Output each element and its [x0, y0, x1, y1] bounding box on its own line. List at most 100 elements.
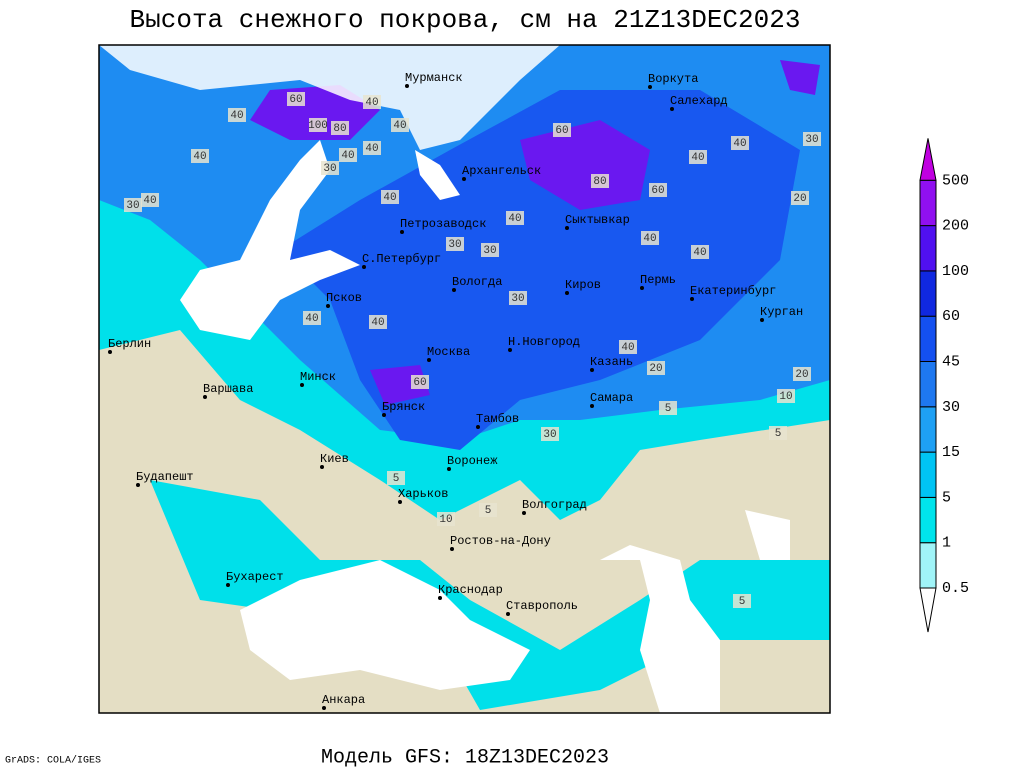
colorbar-label: 60	[942, 308, 960, 325]
city-label: Краснодар	[438, 583, 503, 597]
city-label: С.Петербург	[362, 252, 441, 266]
contour-label-box	[506, 211, 524, 225]
footer: Модель GFS: 18Z13DEC2023	[321, 746, 609, 768]
colorbar-low	[919, 587, 937, 633]
contour-label-box	[647, 361, 665, 375]
city-label: Волгоград	[522, 498, 587, 512]
city-dot	[760, 318, 764, 322]
contour-label: 60	[555, 125, 568, 137]
city-dot	[108, 350, 112, 354]
contour-label: 40	[371, 317, 384, 329]
contour-label-box	[437, 512, 455, 526]
city-label: Псков	[326, 291, 362, 305]
contour-label-box	[309, 118, 327, 132]
city-label: Вологда	[452, 275, 502, 289]
contour-label-box	[691, 245, 709, 259]
contour-label-box	[777, 389, 795, 403]
city-label: Екатеринбург	[690, 284, 776, 298]
colorbar-label: 100	[942, 263, 969, 280]
city-label: Мурманск	[405, 71, 463, 85]
contour-label: 40	[365, 97, 378, 109]
contour-label: 20	[795, 369, 808, 381]
colorbar-label: 200	[942, 218, 969, 235]
city-label: Воркута	[648, 72, 698, 86]
city-dot	[398, 500, 402, 504]
contour-label: 40	[193, 151, 206, 163]
city-dot	[322, 706, 326, 710]
snow-purple	[250, 60, 820, 405]
colorbar-high	[919, 138, 937, 181]
city-dot	[438, 596, 442, 600]
snow-deep	[280, 90, 800, 450]
contour-label-box	[689, 150, 707, 164]
colorbar-label: 500	[942, 172, 969, 189]
colorbar-band	[919, 542, 937, 589]
city-label: Н.Новгород	[508, 335, 580, 349]
contour-label: 10	[439, 514, 452, 526]
city-dot	[506, 612, 510, 616]
city-label: Самара	[590, 391, 633, 405]
city-label: Сыктывкар	[565, 213, 630, 227]
city-dot	[400, 230, 404, 234]
contour-label: 40	[143, 195, 156, 207]
contour-label: 80	[593, 176, 606, 188]
contour-label: 5	[485, 505, 492, 517]
city-label: Берлин	[108, 337, 151, 351]
contour-label: 20	[649, 363, 662, 375]
colorbar-band	[919, 225, 937, 272]
white-sea	[415, 150, 460, 200]
city-label: Петрозаводск	[400, 217, 486, 231]
colorbar-band	[919, 179, 937, 227]
contour-label-box	[641, 231, 659, 245]
contour-label-box	[791, 191, 809, 205]
city-dot	[565, 226, 569, 230]
contour-label-box	[339, 148, 357, 162]
city-dot	[326, 304, 330, 308]
contour-label-box	[191, 149, 209, 163]
contour-label: 40	[643, 233, 656, 245]
city-label: Анкара	[322, 693, 365, 707]
city-label: Киров	[565, 278, 601, 292]
contour-label: 40	[230, 110, 243, 122]
city-label: Москва	[427, 345, 470, 359]
colorbar-band	[919, 406, 937, 453]
city-dot	[670, 107, 674, 111]
contour-label-box	[381, 190, 399, 204]
caspian-sea	[600, 545, 720, 713]
contour-label: 100	[308, 120, 328, 132]
contour-label: 30	[543, 429, 556, 441]
city-dot	[522, 511, 526, 515]
city-dot	[565, 291, 569, 295]
contour-label-box	[391, 118, 409, 132]
colorbar-band	[919, 496, 937, 544]
contour-label-box	[479, 503, 497, 517]
contour-label: 30	[126, 200, 139, 212]
colorbar-band	[919, 361, 937, 408]
contour-label-box	[331, 121, 349, 135]
city-label: Харьков	[398, 487, 448, 501]
city-dot	[320, 465, 324, 469]
colorbar-band	[919, 315, 937, 363]
city-label: Ростов-на-Дону	[450, 534, 551, 548]
colorbar-band	[919, 270, 937, 317]
contour-label-box	[411, 375, 429, 389]
contour-label: 10	[779, 391, 792, 403]
contour-label-box	[803, 132, 821, 146]
contour-label-box	[733, 594, 751, 608]
map-labels: Мурманск Воркута Салехард Архангельск Петроз…	[108, 71, 821, 710]
contour-label: 30	[805, 134, 818, 146]
contour-label: 5	[393, 473, 400, 485]
black-sea	[240, 560, 530, 690]
contour-label: 40	[733, 138, 746, 150]
colorbar-label: 0.5	[942, 580, 969, 597]
contour-label: 40	[341, 150, 354, 162]
city-dot	[590, 368, 594, 372]
contour-label-box	[619, 340, 637, 354]
city-dot	[476, 425, 480, 429]
contour-label-box	[553, 123, 571, 137]
city-dot	[590, 404, 594, 408]
contour-label-box	[731, 136, 749, 150]
baltic-sea	[180, 140, 360, 340]
city-dot	[640, 286, 644, 290]
